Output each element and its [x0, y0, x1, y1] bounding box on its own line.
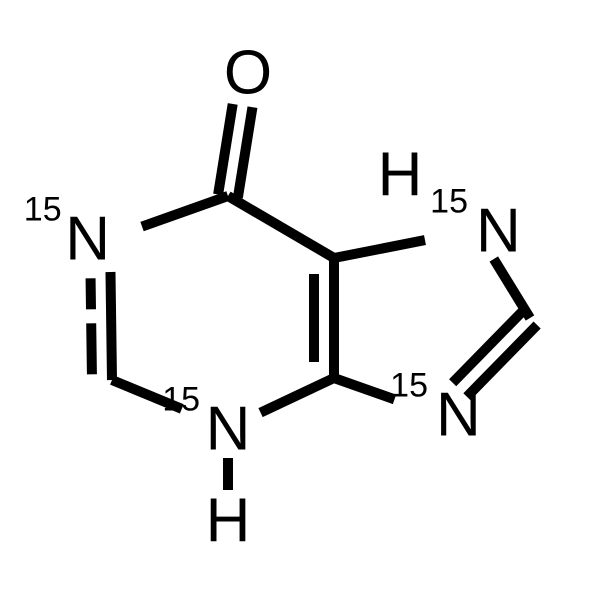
atom-label: N [206, 395, 251, 464]
isotope-label: 15 [24, 191, 62, 229]
atom-label: N [436, 381, 481, 450]
atom-label: H [206, 487, 251, 556]
isotope-label: 15 [430, 183, 468, 221]
atom-label: O [224, 39, 272, 108]
atom-label: H [378, 141, 423, 210]
isotope-label: 15 [162, 381, 200, 419]
isotope-label: 15 [390, 367, 428, 405]
atom-label: N [476, 197, 521, 266]
atom-label: N [65, 205, 110, 274]
